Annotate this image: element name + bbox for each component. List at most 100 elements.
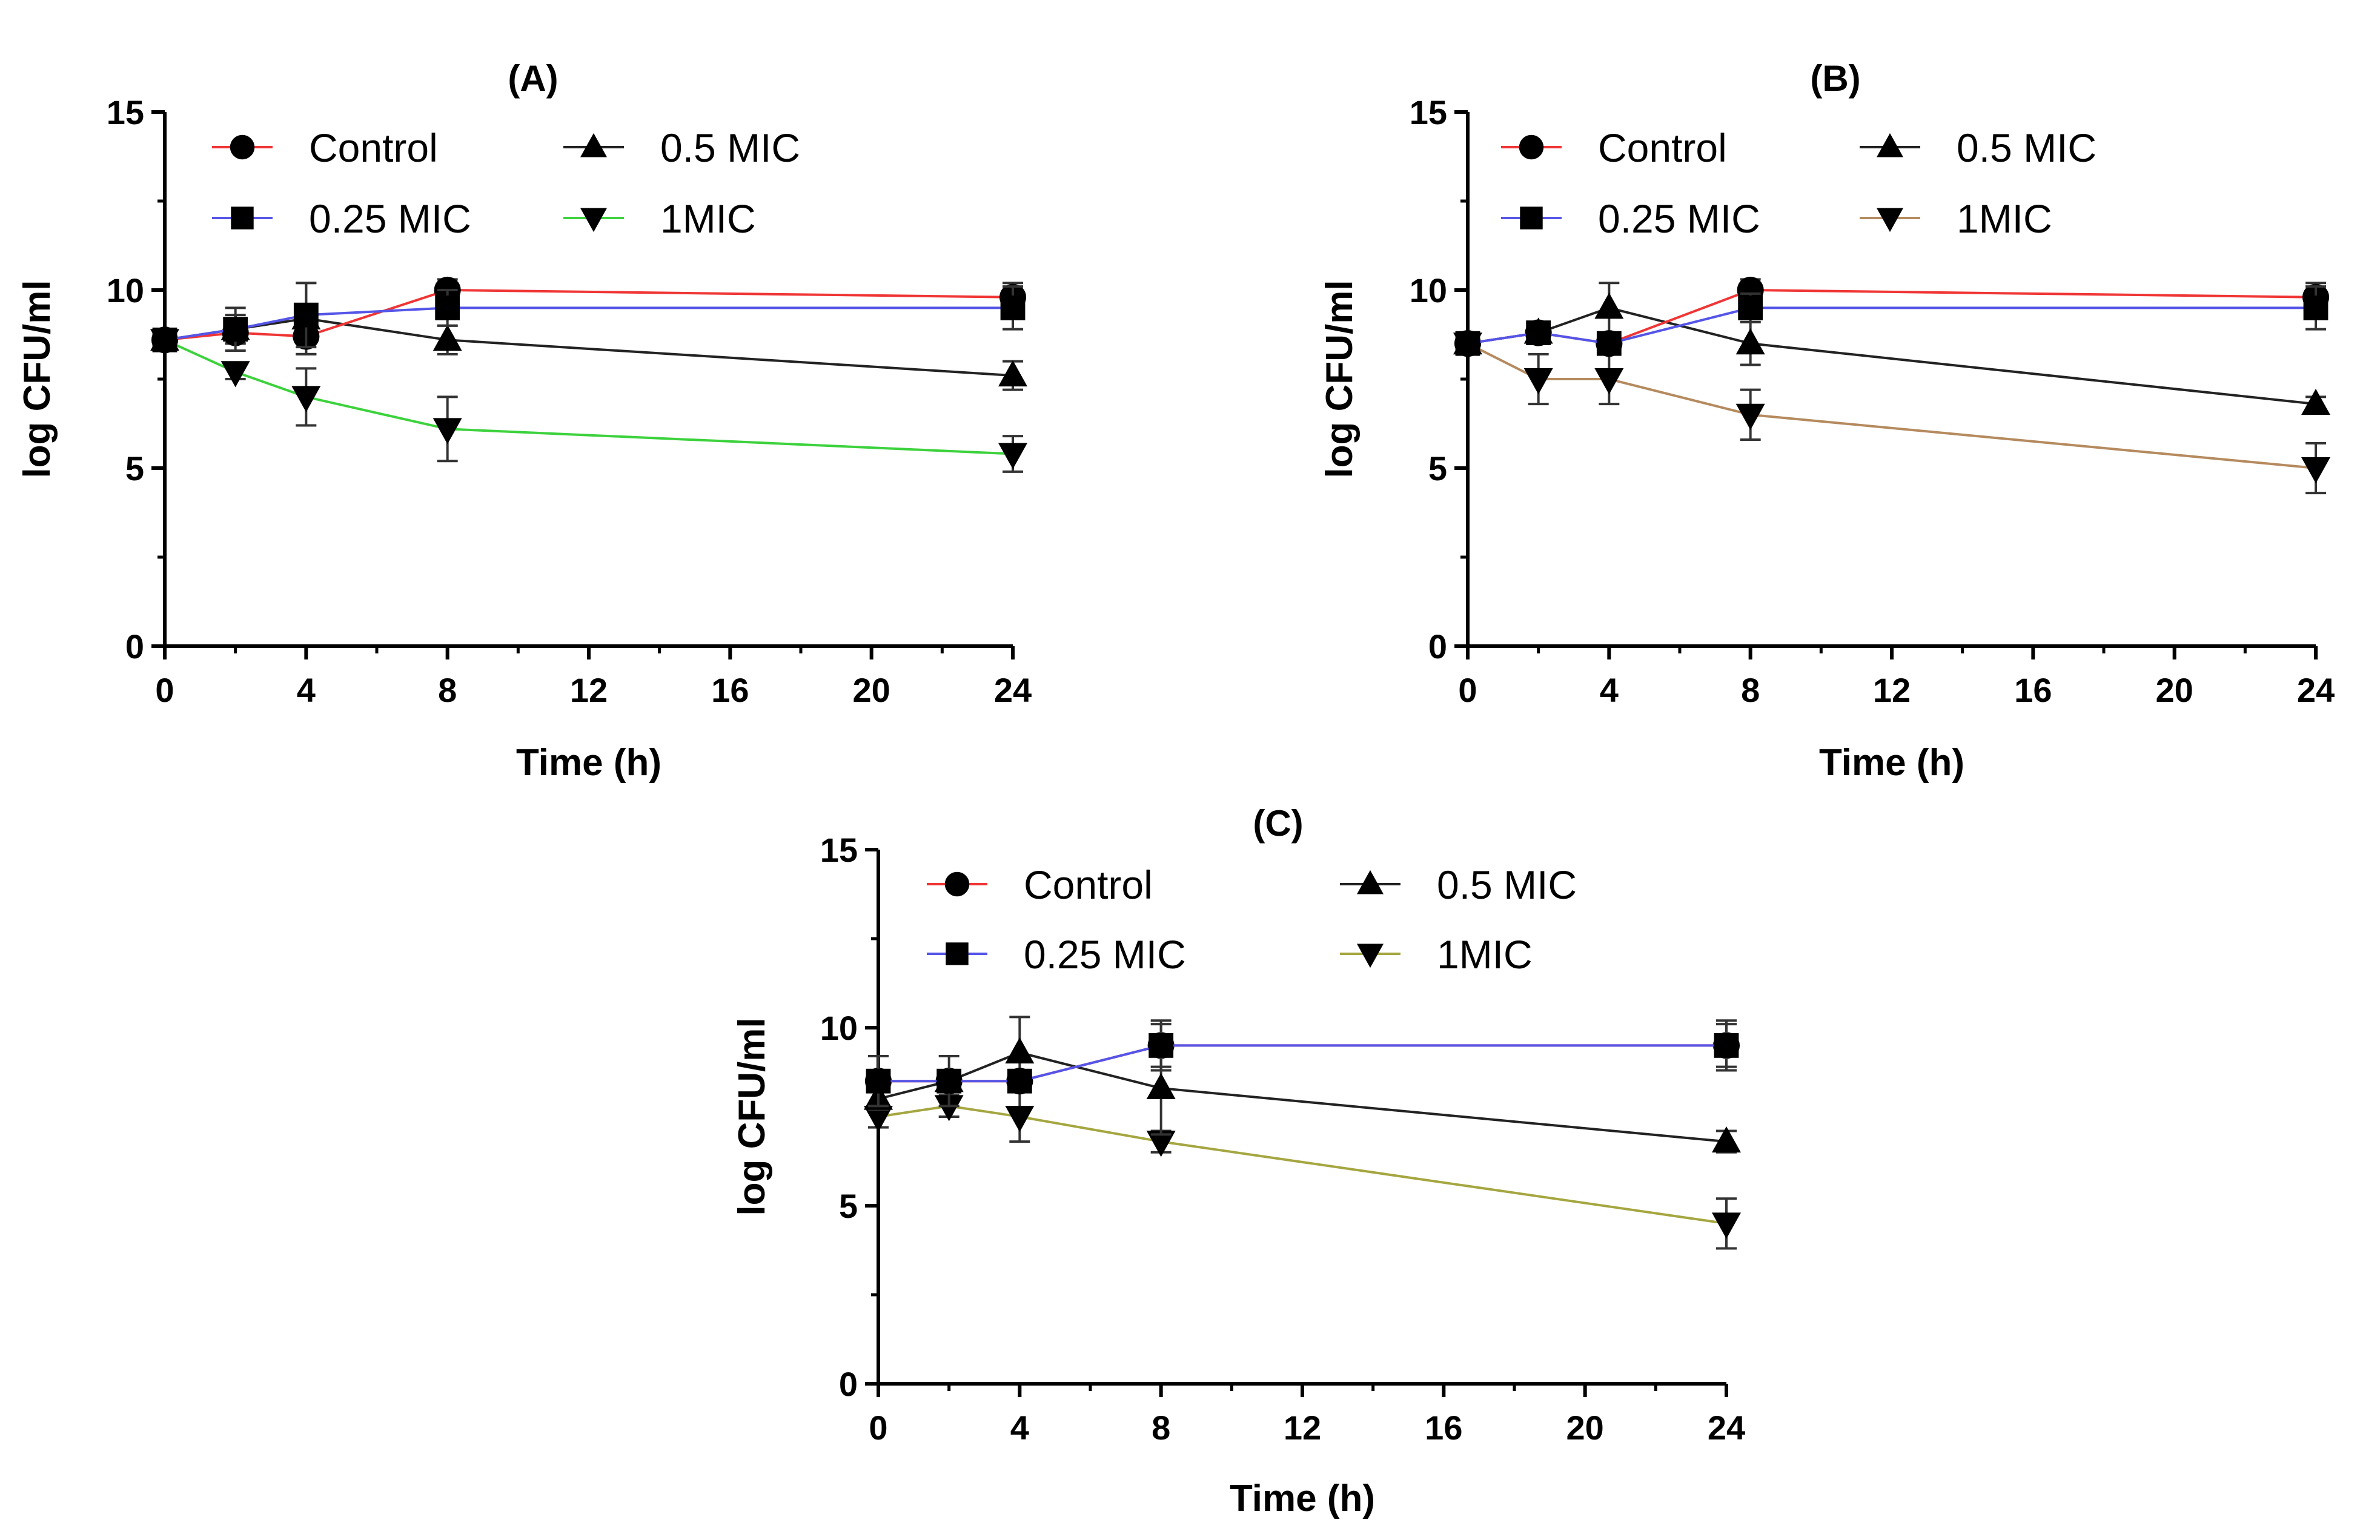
series-line [878,1105,1727,1225]
x-tick-label: 16 [711,671,749,709]
y-axis-title: log CFU/ml [1319,280,1361,478]
series-0-25-mic [1455,285,2329,356]
legend-label: 0.25 MIC [1598,196,1760,241]
series-line [164,317,1013,377]
legend-label: 0.5 MIC [660,125,800,170]
data-point [433,418,462,444]
x-tick-label: 16 [2014,671,2052,709]
series-1mic [150,328,1027,473]
legend: Control 0.25 MIC 0.5 MIC 1MIC [212,125,800,241]
y-tick-label: 0 [839,1365,858,1403]
data-point [223,317,248,342]
data-point [1000,296,1026,320]
legend-item: 0.5 MIC [1860,125,2097,170]
x-tick-label: 12 [1873,671,1911,709]
y-tick-label: 5 [1428,449,1447,487]
data-point [1005,1037,1035,1064]
legend-item: Control [1501,125,1727,170]
legend: Control 0.25 MIC 0.5 MIC 1MIC [1501,125,2097,241]
data-point [936,1068,962,1094]
legend-item: 1MIC [1340,932,1533,977]
data-point [934,1095,964,1122]
y-tick-label: 10 [1410,271,1447,309]
legend-label: 1MIC [660,196,756,241]
legend-item: 0.25 MIC [1501,196,1760,241]
x-axis-title: Time (h) [1230,1478,1375,1519]
legend-label: 0.25 MIC [1024,932,1186,977]
data-point [435,296,460,320]
data-point [1712,1126,1741,1153]
series-0-25-mic [866,1019,1739,1108]
x-tick-label: 24 [994,671,1032,709]
x-tick-label: 24 [2297,671,2335,709]
x-tick-label: 20 [2156,671,2193,709]
x-tick-label: 0 [1458,671,1477,709]
x-tick-label: 4 [297,671,316,709]
legend-marker [1519,134,1544,160]
series-line [164,339,1013,455]
y-axis-title: log CFU/ml [731,1017,773,1215]
y-tick-label: 5 [125,449,144,487]
legend-marker [1877,208,1903,233]
legend-marker [230,134,255,160]
data-point [998,443,1027,469]
legend-label: 0.5 MIC [1957,125,2097,170]
legend-marker [231,207,254,230]
data-point [1146,1131,1176,1157]
legend-marker [1357,870,1384,894]
legend-item: Control [927,862,1153,907]
legend-item: 0.5 MIC [1340,862,1577,907]
legend: Control 0.25 MIC 0.5 MIC 1MIC [927,862,1577,977]
panel-label: (A) [508,58,558,99]
data-point [2301,457,2330,484]
data-point [293,302,319,328]
series-0-5-mic [1453,282,2330,415]
legend-marker [580,208,607,233]
x-axis-title: Time (h) [516,742,661,784]
data-point [998,360,1027,387]
series-control [864,1023,1740,1095]
x-tick-label: 20 [1566,1409,1604,1447]
legend-item: 1MIC [563,196,756,241]
x-tick-label: 4 [1600,671,1619,709]
series-control [151,276,1027,355]
series-0-5-mic [864,1016,1741,1154]
legend-item: 0.25 MIC [212,196,471,241]
y-tick-label: 15 [820,831,858,869]
x-tick-label: 8 [1741,671,1760,709]
legend-marker [944,871,970,897]
panel-label: (C) [1253,803,1303,844]
y-tick-label: 15 [1410,93,1447,131]
legend-item: 1MIC [1860,196,2052,241]
legend-label: 1MIC [1957,196,2052,241]
x-tick-label: 16 [1425,1409,1462,1447]
series-line [1467,288,2316,345]
x-axis-title: Time (h) [1819,742,1964,784]
data-point [220,361,250,388]
legend-label: 0.5 MIC [1437,862,1577,907]
data-point [1738,296,1763,320]
data-point [1149,1033,1174,1058]
x-tick-label: 24 [1708,1409,1745,1447]
x-tick-label: 8 [1152,1409,1170,1447]
legend-item: 0.5 MIC [563,125,800,170]
chart-panel-2: (B) 0 5 10 15 0 4 8 12 16 20 24 Time (h) log CFU/ml Co… [1319,58,2335,784]
x-tick-label: 0 [155,671,174,709]
data-point [1523,368,1553,395]
series-0-5-mic [150,282,1027,391]
data-point [291,386,321,412]
legend-marker [1357,943,1384,968]
data-point [1712,1212,1741,1239]
data-point [1735,328,1765,355]
data-point [1455,331,1480,356]
legend-marker [580,133,607,157]
data-point [433,325,462,351]
legend-marker [946,942,969,965]
legend-item: Control [212,125,438,170]
series-line [878,1051,1727,1143]
legend-item: 0.25 MIC [927,932,1186,977]
legend-label: Control [1024,862,1153,907]
data-point [1594,292,1624,319]
data-point [1007,1068,1032,1094]
